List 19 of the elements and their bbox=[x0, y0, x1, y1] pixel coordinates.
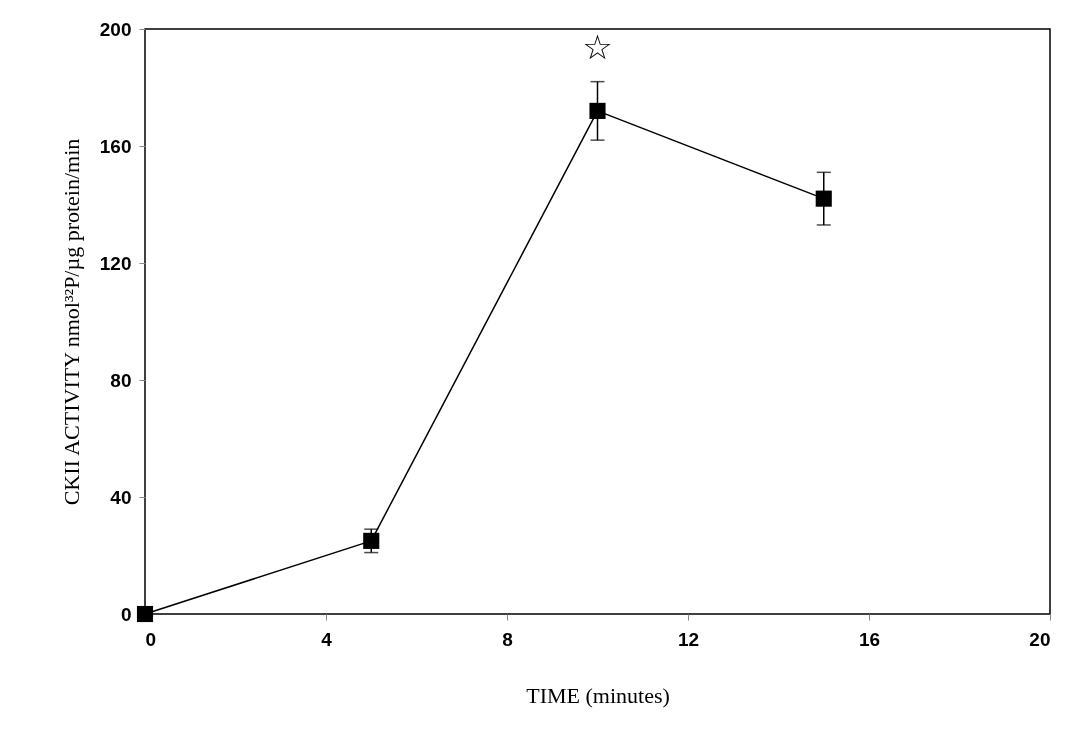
y-tick-label: 200 bbox=[99, 18, 132, 40]
annotation: ☆ bbox=[582, 26, 613, 67]
y-tick-label: 0 bbox=[120, 603, 132, 625]
x-tick-label: 4 bbox=[321, 628, 333, 650]
y-axis-title: CKII ACTIVITY nmol³²P/µg protein/min bbox=[58, 138, 84, 506]
x-tick-label: 16 bbox=[858, 628, 881, 650]
x-axis-title: TIME (minutes) bbox=[526, 682, 670, 708]
x-tick-label: 20 bbox=[1029, 628, 1051, 650]
y-tick-label: 120 bbox=[99, 252, 132, 274]
x-tick-label: 0 bbox=[145, 628, 157, 650]
point bbox=[136, 605, 154, 623]
x-tick-label: 8 bbox=[502, 628, 513, 650]
y-tick-label: 80 bbox=[110, 369, 132, 391]
point bbox=[363, 532, 380, 549]
y-tick-label: 40 bbox=[110, 486, 132, 508]
point bbox=[815, 190, 832, 207]
point bbox=[589, 102, 606, 119]
y-tick-label: 160 bbox=[99, 135, 132, 157]
x-tick-label: 12 bbox=[677, 628, 700, 650]
